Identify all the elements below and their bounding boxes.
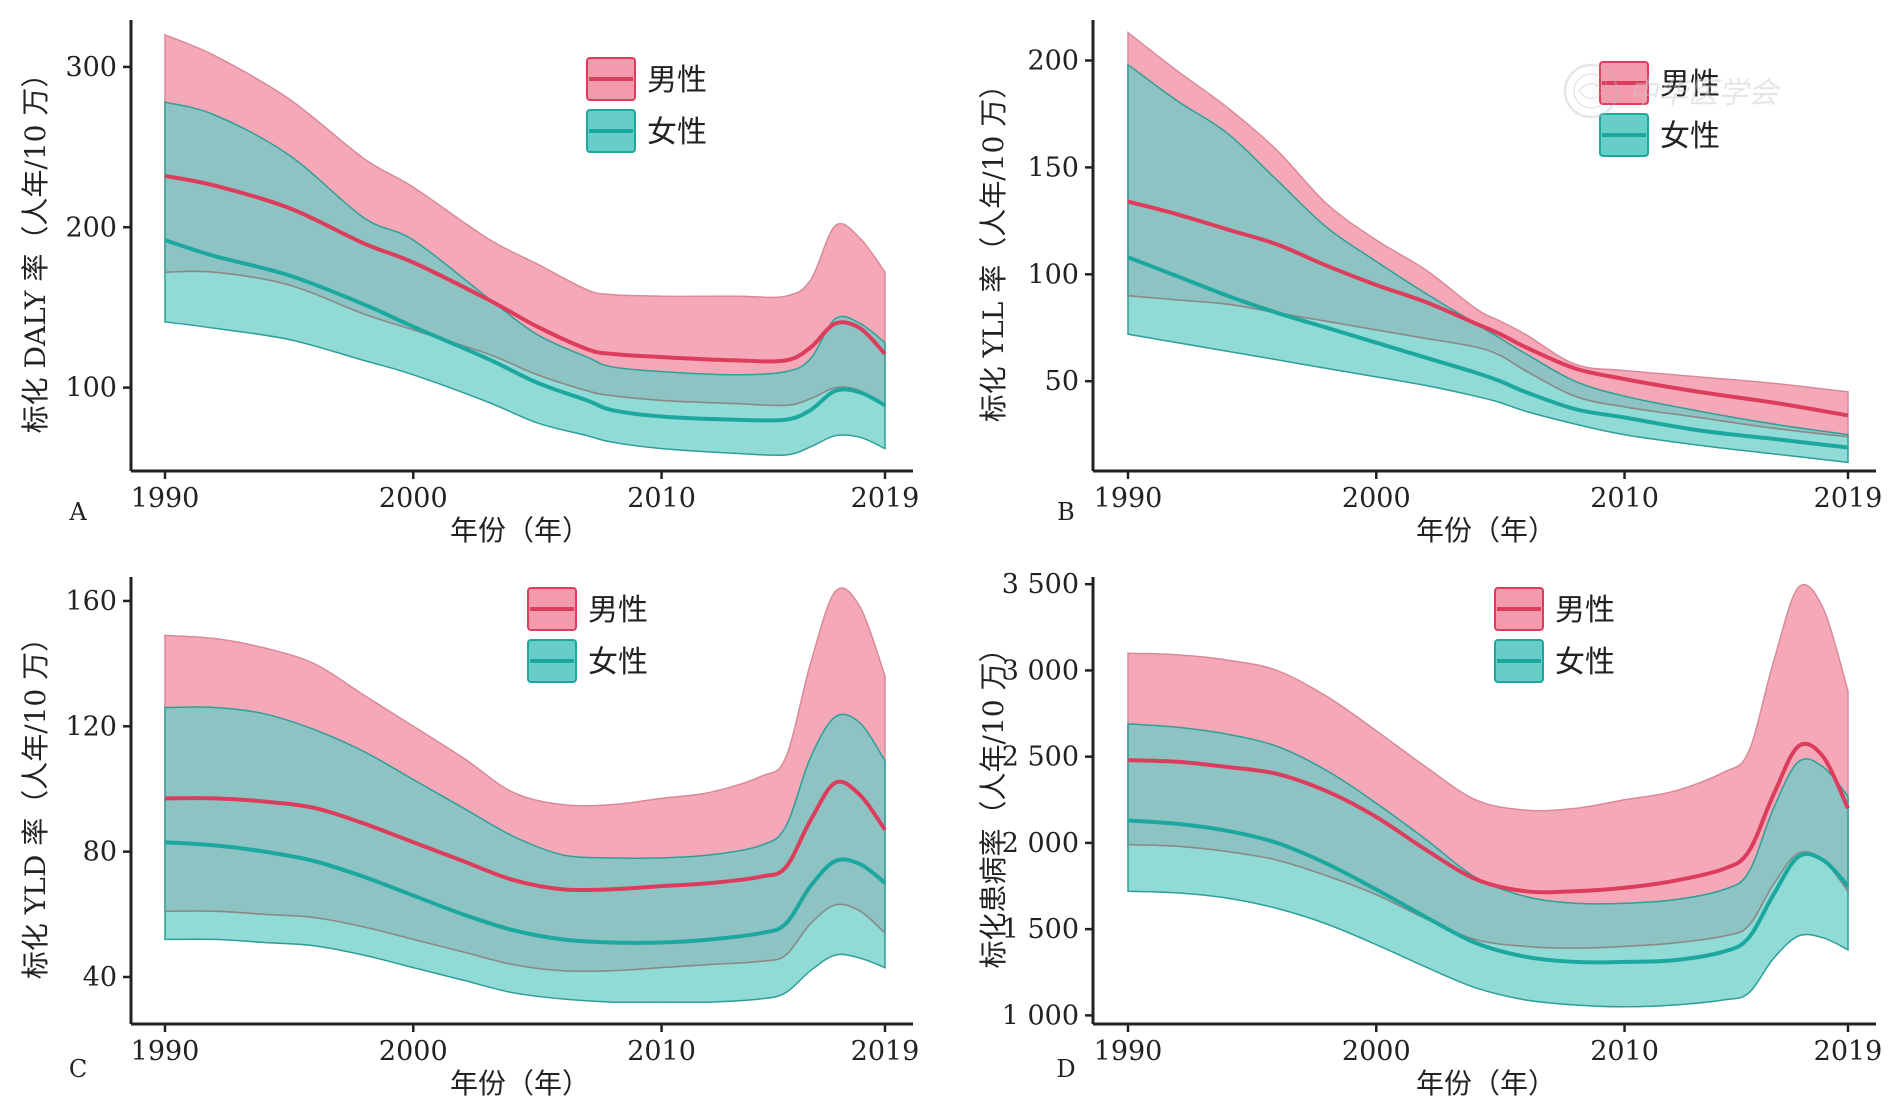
x-tick-label: 2010 xyxy=(627,1036,696,1067)
male-lower-bound-line xyxy=(1127,843,1849,949)
x-tick-label: 1990 xyxy=(131,1036,200,1067)
male-mean-line xyxy=(164,779,887,893)
panel-d: 1 000 1 500 2 000 2 500 3 000 3 500 1990 2000 20… xyxy=(977,569,1882,1100)
x-tick-label: 2019 xyxy=(851,483,920,514)
y-tick-label: 3 500 xyxy=(1002,569,1079,600)
y-tick-label: 200 xyxy=(1027,45,1079,76)
x-axis-title: 年份（年） xyxy=(1416,1067,1556,1100)
y-tick-label: 120 xyxy=(65,711,117,742)
female-mean-line xyxy=(1127,818,1850,965)
y-tick-label: 160 xyxy=(65,586,117,617)
x-tick-label: 1990 xyxy=(1094,483,1163,514)
x-tick-label: 1990 xyxy=(131,483,200,514)
legend-male-label: 男性 xyxy=(588,593,648,628)
y-tick-label: 100 xyxy=(1027,259,1079,290)
watermark: 中华医学会 xyxy=(1563,63,1781,119)
legend-male-label: 男性 xyxy=(1660,67,1720,102)
y-tick-label: 150 xyxy=(1027,152,1079,183)
legend-male-label: 男性 xyxy=(647,63,707,98)
male-mean-line xyxy=(1127,199,1849,418)
x-axis-title: 年份（年） xyxy=(450,1067,590,1100)
panel-a: 100 200 300 1990 2000 2010 2019 标化 DALY 率（人年/10… xyxy=(19,20,919,547)
y-tick-label: 300 xyxy=(65,52,117,83)
female-uncertainty-band xyxy=(1127,63,1849,464)
seal-icon xyxy=(1563,63,1619,119)
x-tick-label: 2019 xyxy=(851,1036,920,1067)
panel-c: 40 80 120 160 1990 2000 2010 2019 标化 YLD 率（人年/10… xyxy=(19,577,919,1100)
y-tick-label: 80 xyxy=(83,837,117,868)
male-mean-line xyxy=(1127,741,1850,895)
x-tick-label: 2000 xyxy=(379,483,448,514)
male-mean-line xyxy=(164,173,887,364)
x-tick-label: 2000 xyxy=(379,1036,448,1067)
legend-male-label: 男性 xyxy=(1555,593,1615,628)
panel-label: C xyxy=(69,1055,87,1083)
watermark-text: 中华医学会 xyxy=(1628,76,1781,111)
male-lower-bound-line xyxy=(164,270,886,408)
legend-female-label: 女性 xyxy=(1555,645,1615,680)
female-uncertainty-band xyxy=(164,101,886,457)
panel-b: 50 100 150 200 1990 2000 2010 2019 标化 YLL 率（人年/1… xyxy=(977,20,1882,547)
panel-label: D xyxy=(1056,1055,1075,1083)
female-uncertainty-band xyxy=(164,706,886,1004)
legend-female-label: 女性 xyxy=(647,115,707,150)
male-lower-bound-line xyxy=(1127,294,1849,438)
y-tick-label: 200 xyxy=(65,212,117,243)
x-tick-label: 2010 xyxy=(627,483,696,514)
x-tick-label: 1990 xyxy=(1094,1036,1163,1067)
y-axis-title: 标化 YLL 率（人年/10 万） xyxy=(977,71,1010,422)
y-tick-label: 40 xyxy=(83,962,117,993)
y-tick-label: 50 xyxy=(1045,366,1079,397)
x-axis-title: 年份（年） xyxy=(450,514,590,547)
female-mean-line xyxy=(1127,255,1849,450)
y-tick-label: 1 000 xyxy=(1002,1000,1079,1031)
male-lower-bound-line xyxy=(164,903,886,973)
y-tick-label: 2 500 xyxy=(1002,742,1079,773)
panel-label: B xyxy=(1057,498,1075,526)
y-tick-label: 3 000 xyxy=(1002,655,1079,686)
x-tick-label: 2000 xyxy=(1342,1036,1411,1067)
female-mean-line xyxy=(164,238,886,423)
y-axis-title: 标化 YLD 率（人年/10 万） xyxy=(19,624,52,979)
panel-label: A xyxy=(68,498,87,526)
y-axis-title: 标化 DALY 率（人年/10 万） xyxy=(19,60,52,434)
x-tick-label: 2019 xyxy=(1814,1036,1883,1067)
legend-female-label: 女性 xyxy=(588,645,648,680)
y-tick-label: 2 000 xyxy=(1002,828,1079,859)
x-tick-label: 2010 xyxy=(1590,483,1659,514)
legend-female-label: 女性 xyxy=(1660,119,1720,154)
y-tick-label: 1 500 xyxy=(1002,914,1079,945)
x-tick-label: 2010 xyxy=(1590,1036,1659,1067)
x-tick-label: 2000 xyxy=(1342,483,1411,514)
female-mean-line xyxy=(164,840,887,945)
female-uncertainty-band xyxy=(1127,723,1849,1008)
x-axis-title: 年份（年） xyxy=(1416,514,1556,547)
y-axis-title: 标化患病率（人年/10 万） xyxy=(977,635,1010,969)
x-tick-label: 2019 xyxy=(1814,483,1883,514)
y-tick-label: 100 xyxy=(65,373,117,404)
